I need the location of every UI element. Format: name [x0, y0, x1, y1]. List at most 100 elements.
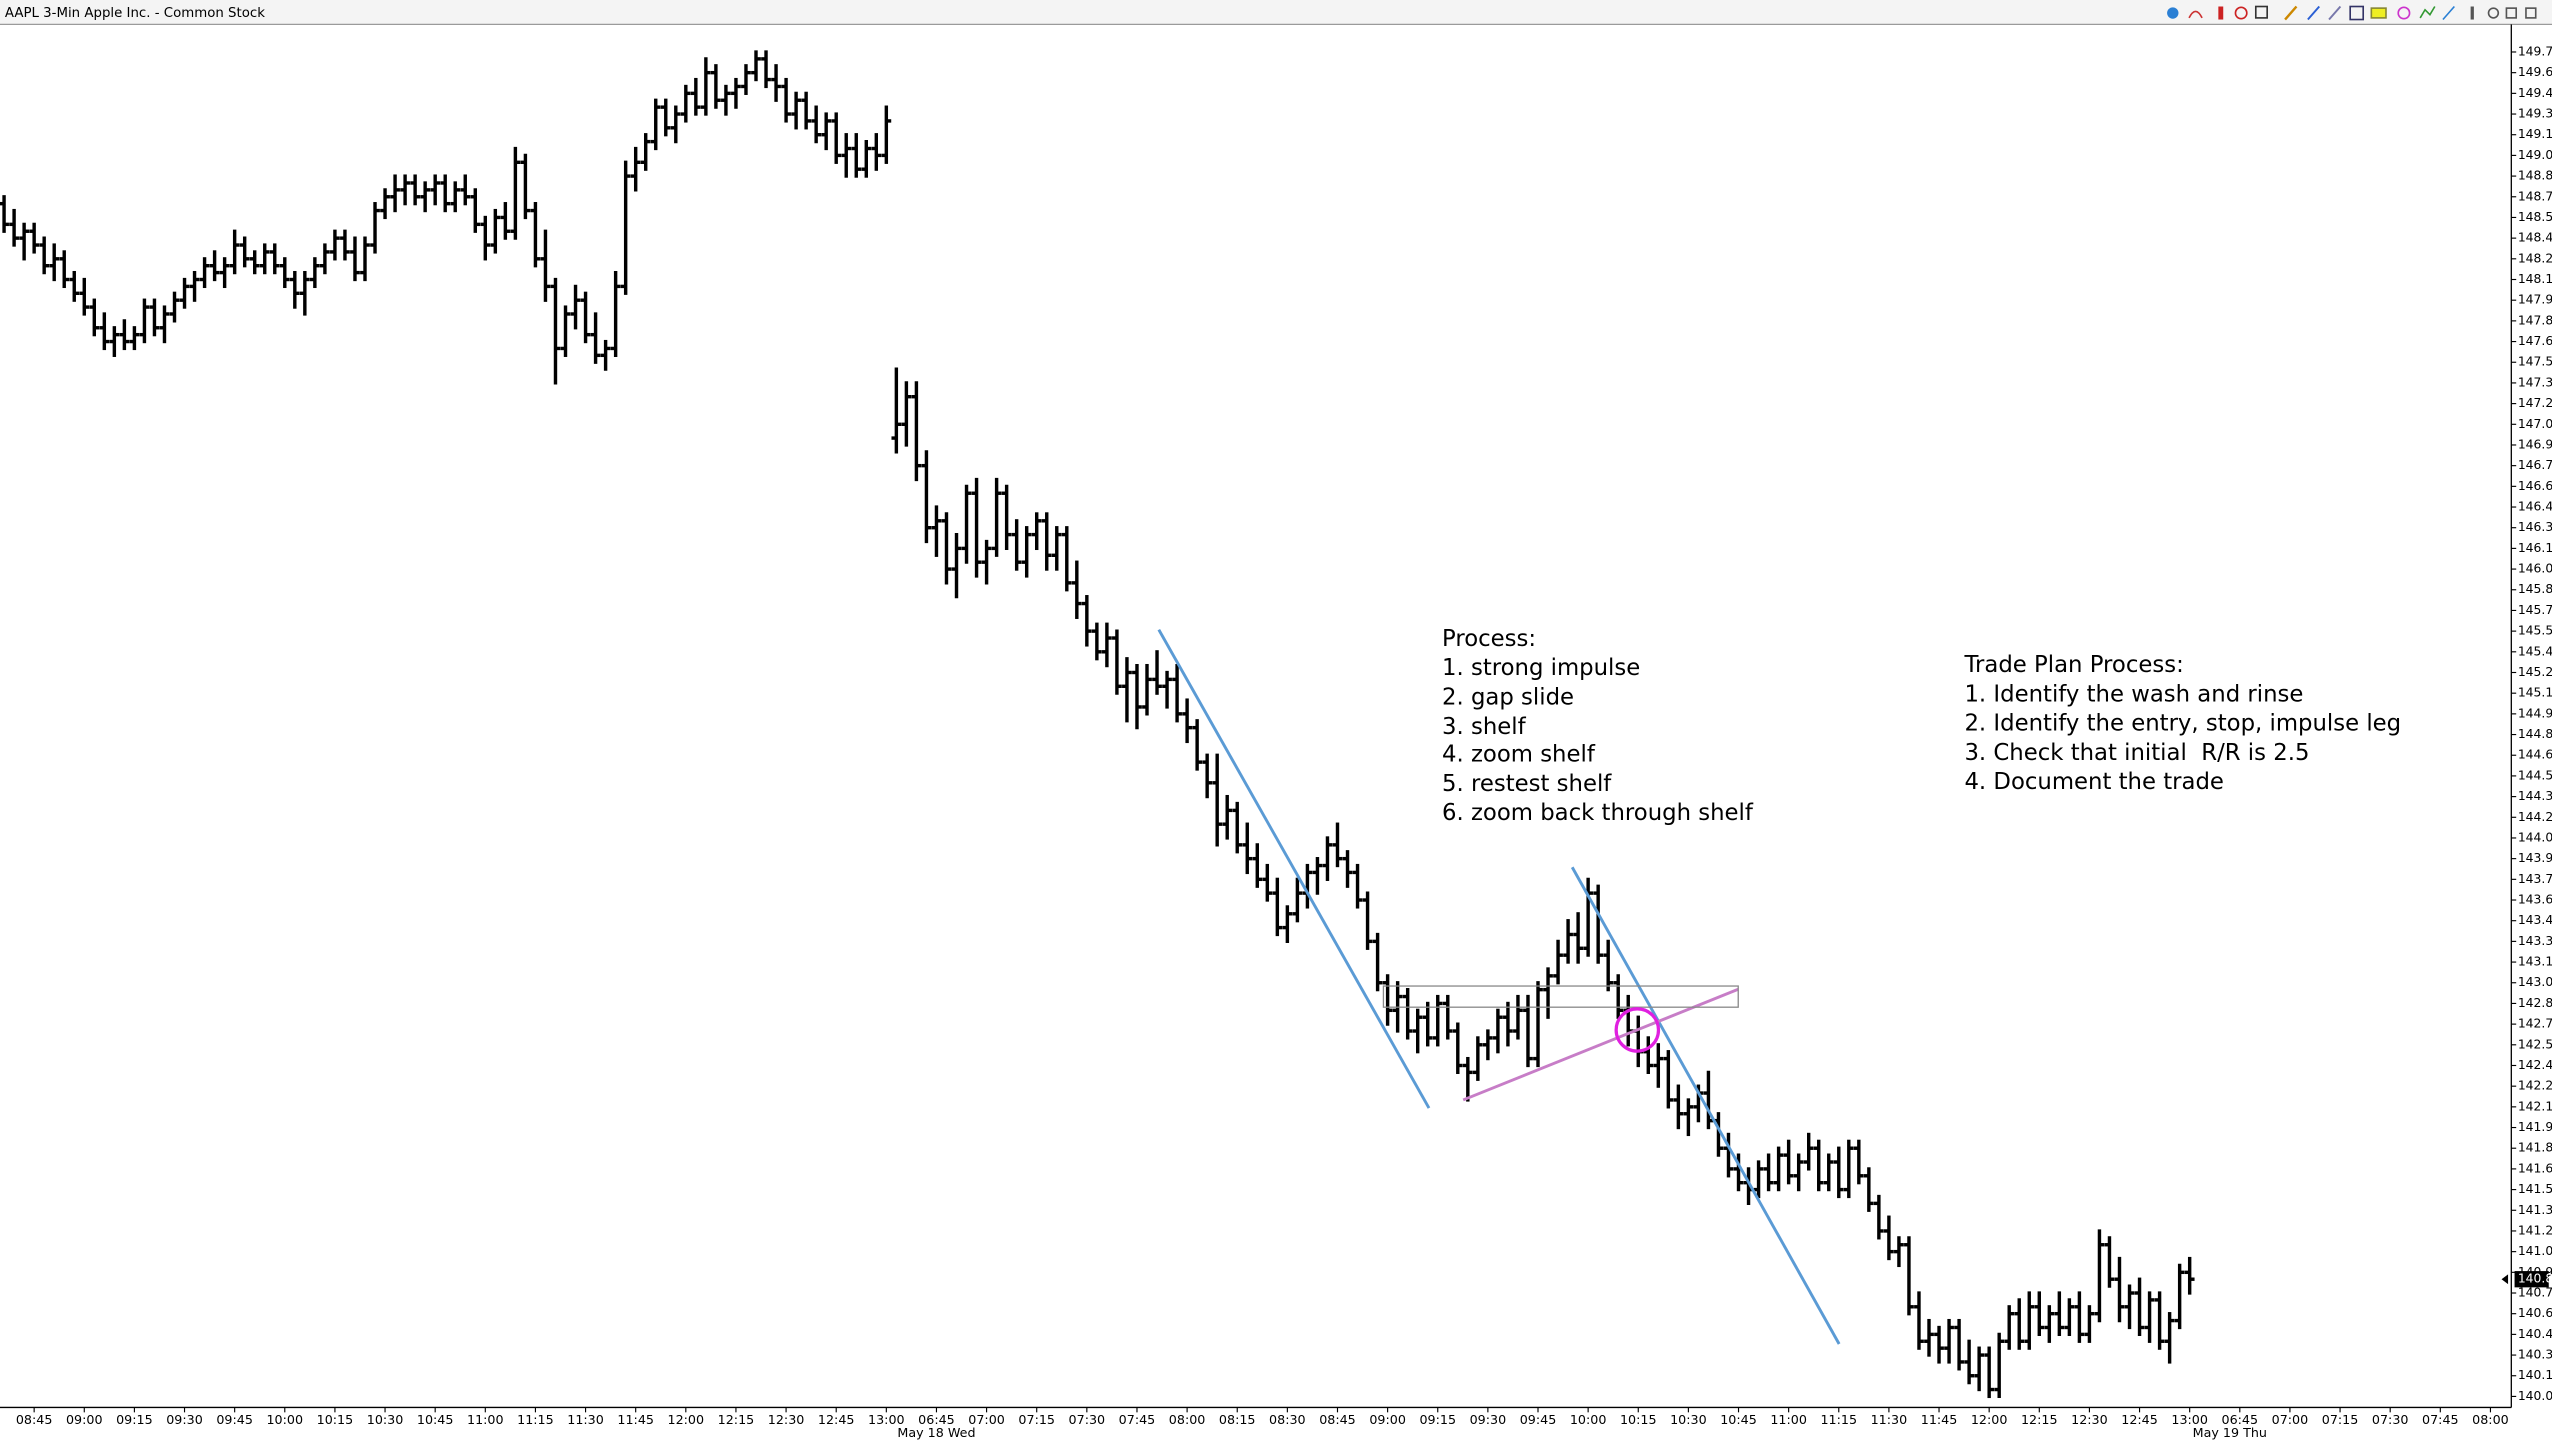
- x-tick-label: 12:45: [2121, 1412, 2158, 1427]
- x-tick-label: 09:30: [166, 1412, 203, 1427]
- x-tick-label: 12:15: [2021, 1412, 2058, 1427]
- x-tick-label: 07:00: [2272, 1412, 2309, 1427]
- tool-icon[interactable]: [2487, 7, 2500, 19]
- note-item: 1. strong impulse: [1442, 655, 1640, 681]
- note-item: 3. Check that initial R/R is 2.5: [1964, 740, 2309, 766]
- x-tick-label: 07:45: [1119, 1412, 1156, 1427]
- note-item: 2. gap slide: [1442, 685, 1574, 711]
- y-tick-label: 145.5: [2518, 624, 2552, 638]
- tool-icon[interactable]: [2284, 5, 2298, 21]
- y-tick-label: 144.2: [2518, 810, 2552, 824]
- y-tick-label: 146.3: [2518, 520, 2552, 534]
- x-tick-label: 11:15: [517, 1412, 554, 1427]
- tool-icon[interactable]: [2188, 10, 2203, 19]
- x-tick-label: 09:00: [66, 1412, 103, 1427]
- x-tick-label: 08:00: [1169, 1412, 1206, 1427]
- x-tick-label: 12:30: [2071, 1412, 2108, 1427]
- x-tick-label: 09:15: [1419, 1412, 1456, 1427]
- x-tick-label: 10:30: [1670, 1412, 1707, 1427]
- x-tick-label: 06:45: [2222, 1412, 2259, 1427]
- y-tick-label: 141.6: [2518, 1161, 2552, 1175]
- y-tick-label: 147.5: [2518, 355, 2552, 369]
- x-tick-label: 07:30: [1069, 1412, 1106, 1427]
- tool-icon[interactable]: [2349, 5, 2365, 21]
- x-tick-label: 08:30: [1269, 1412, 1306, 1427]
- x-tick-label: 10:00: [266, 1412, 303, 1427]
- y-tick-label: 149.6: [2518, 65, 2552, 79]
- x-tick-label: 07:45: [2422, 1412, 2459, 1427]
- x-tick-label: 11:45: [617, 1412, 654, 1427]
- tool-icon[interactable]: [2167, 7, 2179, 19]
- y-tick-label: 142.5: [2518, 1037, 2552, 1051]
- y-tick-label: 148.7: [2518, 189, 2552, 203]
- y-tick-label: 149.4: [2518, 86, 2552, 100]
- x-tick-label: 10:15: [317, 1412, 354, 1427]
- toolbar[interactable]: [2167, 5, 2537, 21]
- y-tick-label: 144.6: [2518, 748, 2552, 762]
- tool-icon[interactable]: [2397, 6, 2411, 20]
- y-tick-label: 146.4: [2518, 500, 2552, 514]
- tool-icon[interactable]: [2419, 6, 2436, 19]
- y-tick-label: 141.2: [2518, 1223, 2552, 1237]
- y-tick-label: 144.5: [2518, 768, 2552, 782]
- y-tick-label: 140.4: [2518, 1327, 2552, 1341]
- y-tick-label: 147.0: [2518, 417, 2552, 431]
- y-tick-label: 147.3: [2518, 375, 2552, 389]
- y-tick-label: 140.3: [2518, 1348, 2552, 1362]
- y-tick-label: 141.0: [2518, 1244, 2552, 1258]
- tool-icon[interactable]: [2234, 6, 2248, 20]
- shelf-box: [1382, 985, 1739, 1008]
- x-tick-label: 10:30: [367, 1412, 404, 1427]
- tool-icon[interactable]: [2370, 7, 2387, 19]
- tool-icon[interactable]: [2254, 5, 2268, 19]
- x-tick-label: 10:00: [1570, 1412, 1607, 1427]
- tool-icon[interactable]: [2307, 5, 2320, 21]
- last-price-label: 140.8: [2518, 1272, 2552, 1286]
- x-tick-label: 09:45: [216, 1412, 253, 1427]
- tool-icon[interactable]: [2505, 7, 2518, 19]
- tool-icon[interactable]: [2525, 7, 2537, 19]
- note-item: 2. Identify the entry, stop, impulse leg: [1964, 711, 2401, 737]
- y-tick-label: 142.7: [2518, 1017, 2552, 1031]
- x-tick-label: 13:00: [868, 1412, 905, 1427]
- y-tick-label: 143.1: [2518, 955, 2552, 969]
- y-tick-label: 142.1: [2518, 1099, 2552, 1113]
- process-note: Process: 1. strong impulse 2. gap slide …: [1442, 626, 1754, 826]
- x-tick-label: 06:45: [918, 1412, 955, 1427]
- y-tick-label: 141.3: [2518, 1203, 2552, 1217]
- tool-icon[interactable]: [2328, 5, 2342, 21]
- tool-icon[interactable]: [2218, 6, 2224, 20]
- y-tick-label: 145.2: [2518, 665, 2552, 679]
- x-tick-label: 08:45: [16, 1412, 53, 1427]
- x-tick-label: 11:15: [1820, 1412, 1857, 1427]
- x-tick-label: 11:30: [567, 1412, 604, 1427]
- y-tick-label: 140.0: [2518, 1389, 2552, 1403]
- tool-icon[interactable]: [2470, 6, 2474, 20]
- entry-circle: [1614, 1007, 1661, 1053]
- y-tick-label: 143.0: [2518, 975, 2552, 989]
- y-tick-label: 145.7: [2518, 603, 2552, 617]
- note-title: Process:: [1442, 626, 1536, 652]
- y-tick-label: 147.2: [2518, 396, 2552, 410]
- y-tick-label: 146.1: [2518, 541, 2552, 555]
- x-tick-label: 08:00: [2472, 1412, 2509, 1427]
- y-tick-label: 145.1: [2518, 686, 2552, 700]
- x-tick-label: 09:30: [1470, 1412, 1507, 1427]
- y-tick-label: 149.0: [2518, 148, 2552, 162]
- y-tick-label: 148.4: [2518, 231, 2552, 245]
- note-item: 1. Identify the wash and rinse: [1964, 681, 2303, 707]
- y-tick-label: 141.8: [2518, 1141, 2552, 1155]
- y-tick-label: 146.9: [2518, 437, 2552, 451]
- x-tick-label: 10:45: [1720, 1412, 1757, 1427]
- note-title: Trade Plan Process:: [1963, 652, 2183, 678]
- tool-icon[interactable]: [2442, 5, 2455, 21]
- trend-line: [1157, 628, 1431, 1109]
- x-tick-label: 09:00: [1369, 1412, 1406, 1427]
- y-tick-label: 143.4: [2518, 913, 2552, 927]
- x-tick-label: 08:15: [1219, 1412, 1256, 1427]
- trend-line: [1570, 866, 1841, 1345]
- x-tick-label: 09:45: [1520, 1412, 1557, 1427]
- x-tick-label: 12:00: [668, 1412, 705, 1427]
